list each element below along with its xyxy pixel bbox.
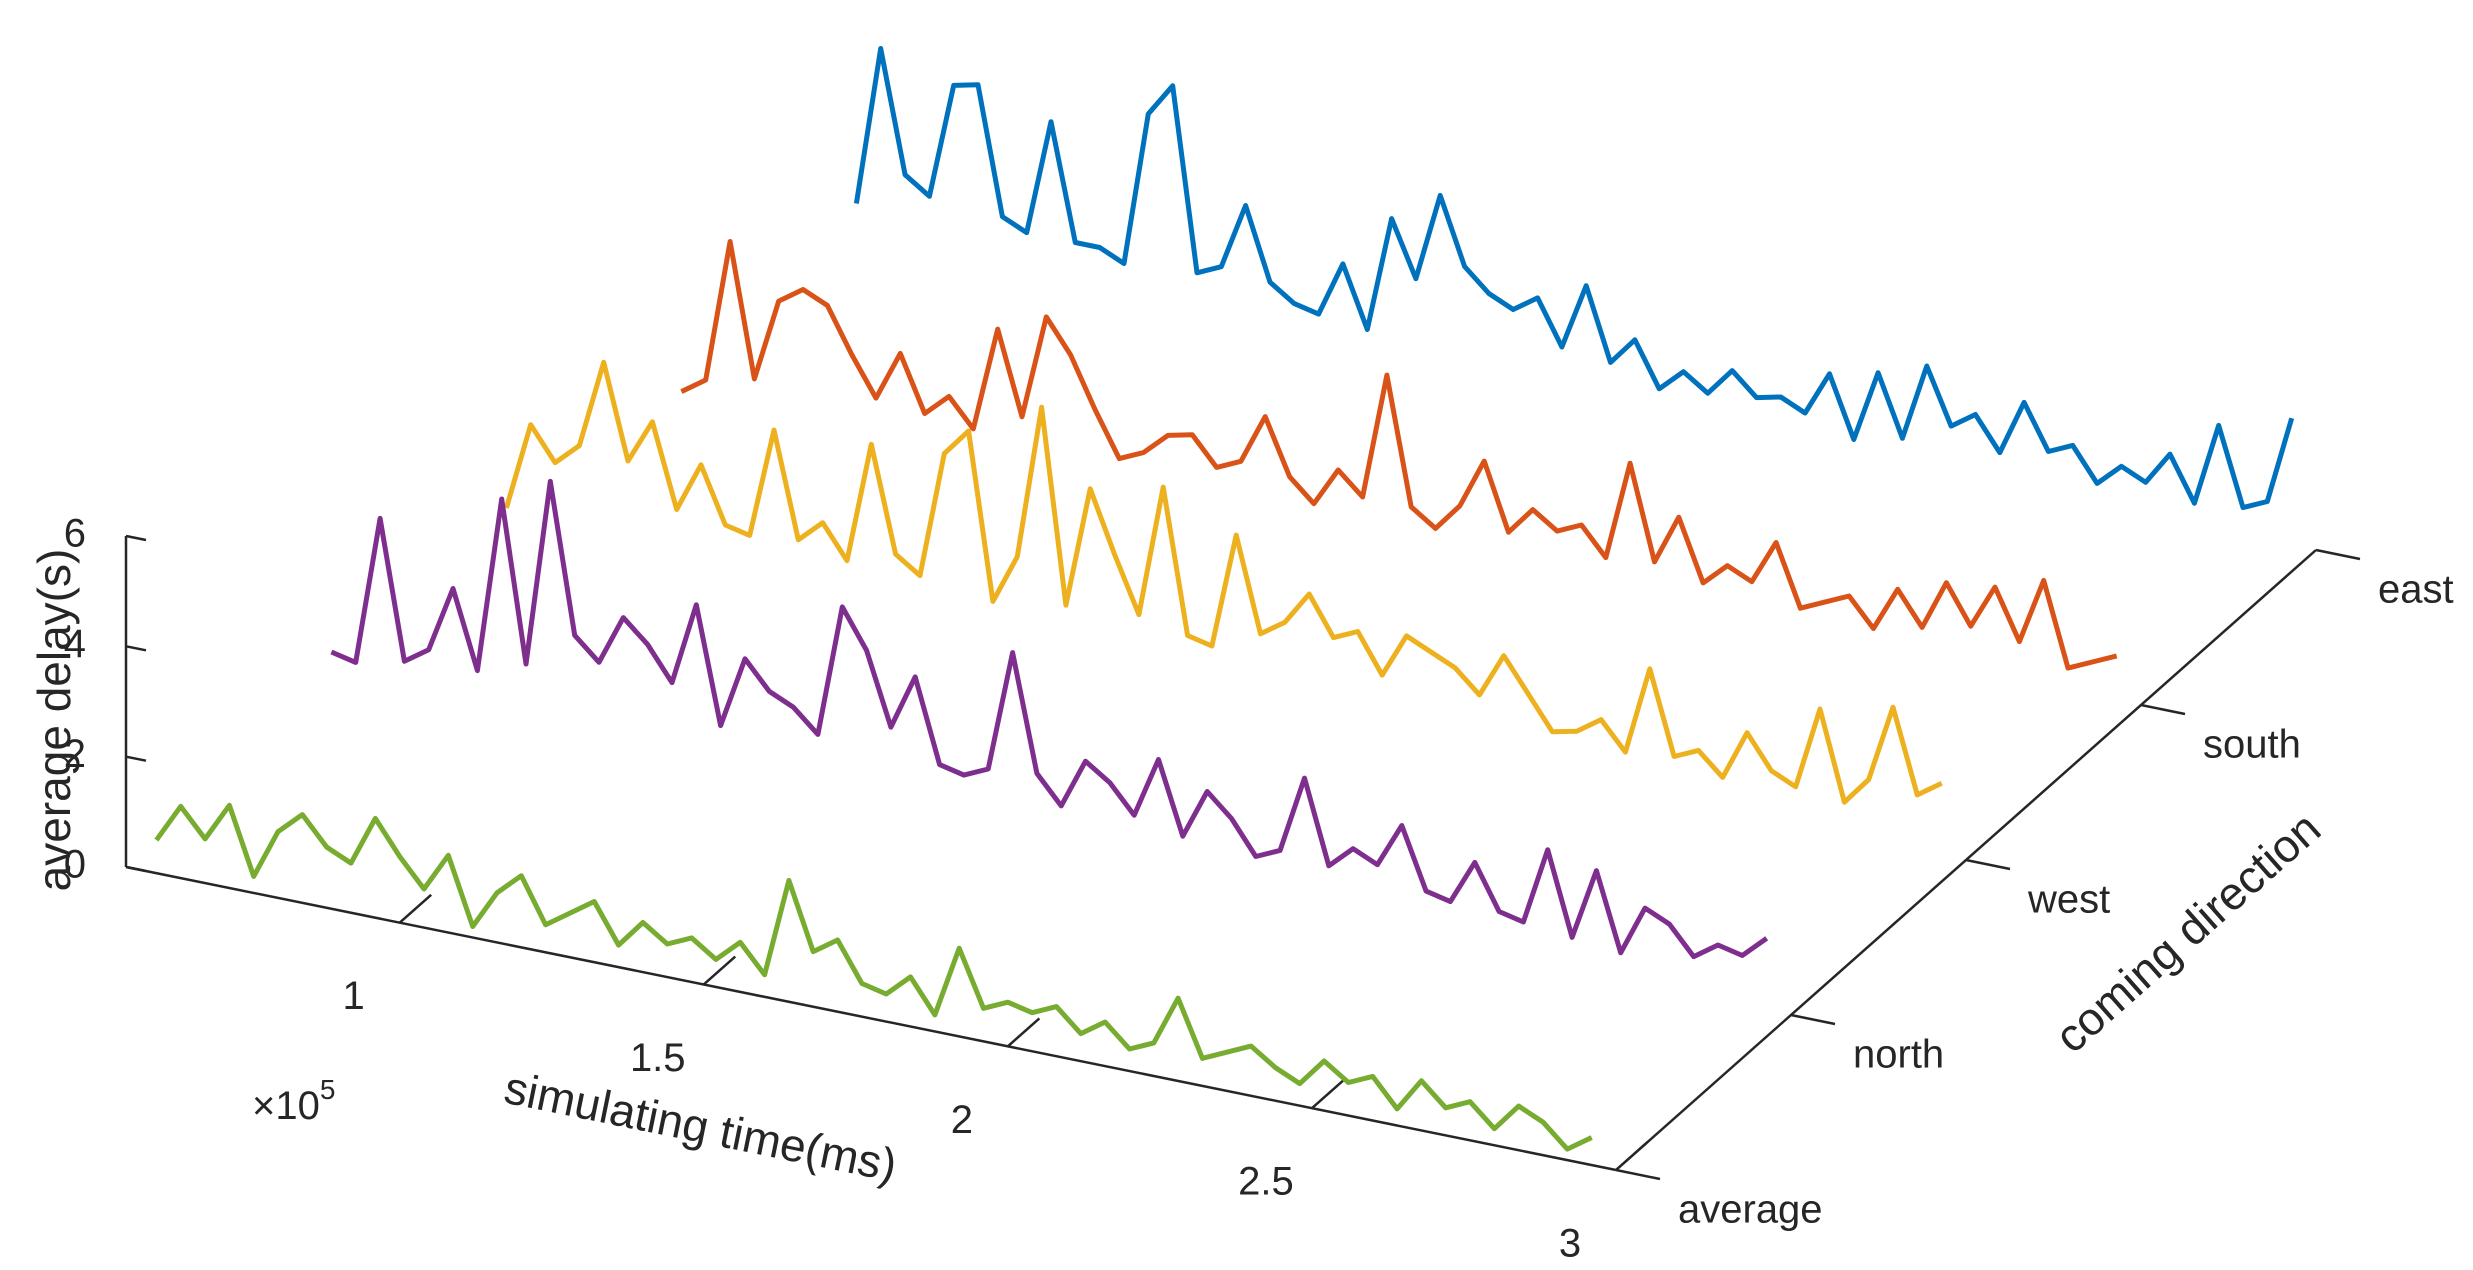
y-tick-label: 2: [64, 732, 86, 776]
series-line: [853, 46, 2295, 511]
series-line: [680, 239, 2118, 671]
y-tick-label: 4: [64, 622, 86, 666]
z-tick-label: average: [1678, 1188, 1823, 1232]
x-multiplier-exponent: 5: [320, 1074, 336, 1105]
z-tick: [1965, 858, 2011, 871]
z-tick-label: north: [1853, 1033, 1944, 1077]
x-axis-line: [125, 865, 1617, 1172]
z-tick: [2140, 703, 2186, 716]
x-tick: [1311, 1079, 1345, 1110]
series-line: [330, 478, 1769, 960]
x-tick-label: 2.5: [1238, 1160, 1294, 1204]
x-multiplier: ×105: [252, 1074, 335, 1127]
y-tick-label: 6: [64, 512, 86, 556]
x-tick: [1615, 1141, 1649, 1171]
z-tick-label: south: [2203, 723, 2301, 767]
y-axis-label: average delay(s): [28, 549, 80, 892]
y-tick-label: 0: [64, 843, 86, 887]
series-line: [154, 802, 1593, 1152]
x-tick-label: 3: [1559, 1222, 1581, 1266]
x-axis-label: simulating time(ms): [500, 1061, 901, 1191]
y-tick: [125, 755, 147, 762]
y-tick: [125, 534, 147, 542]
series-line: [504, 359, 1943, 805]
x-tick: [1007, 1017, 1041, 1048]
x-tick-label: 1: [343, 974, 365, 1018]
z-tick-label: east: [2378, 568, 2454, 612]
x-multiplier-base: ×10: [252, 1084, 320, 1128]
x-tick-label: 1.5: [630, 1036, 686, 1080]
z-axis-label: coming direction: [2045, 802, 2330, 1063]
x-tick-label: 2: [951, 1098, 973, 1142]
z-tick: [2315, 548, 2361, 561]
z-tick-label: west: [2027, 878, 2110, 922]
z-tick: [1615, 1168, 1661, 1181]
z-tick: [1790, 1013, 1836, 1026]
x-tick: [702, 955, 737, 986]
y-tick: [125, 645, 147, 652]
x-tick: [398, 893, 433, 924]
y-tick: [125, 865, 147, 873]
